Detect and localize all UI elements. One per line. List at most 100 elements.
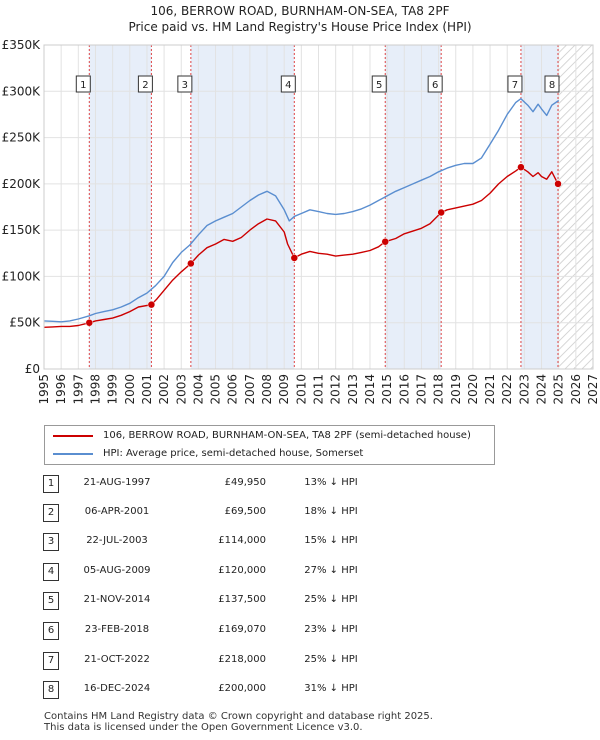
sale-marker-number: 6 [432,80,438,91]
sale-number: 6 [43,622,59,640]
sale-hpi-diff: 13% ↓ HPI [304,477,358,488]
sale-hpi-diff: 15% ↓ HPI [304,535,358,546]
sale-hpi-diff: 18% ↓ HPI [304,506,358,517]
x-tick-label: 2018 [432,374,446,405]
x-tick-label: 2007 [243,374,257,405]
x-tick-label: 2027 [586,374,600,405]
x-tick-label: 2014 [363,374,377,405]
sale-hpi-diff: 23% ↓ HPI [304,624,358,635]
sale-number: 7 [43,652,59,670]
y-tick-label: £200K [2,177,42,191]
price-chart: 1 2 3 4 5 6 7 8 £0 £50K £100K £150K £200K £250K £300K… [2,38,600,405]
x-tick-label: 2020 [466,374,480,405]
sale-price: £114,000 [218,535,266,546]
legend-swatch-hpi [53,453,93,455]
y-tick-label: £250K [2,131,42,145]
x-tick-label: 2010 [294,374,308,405]
sale-date: 21-NOV-2014 [83,594,151,605]
x-tick-label: 2022 [500,374,514,405]
x-tick-label: 1997 [71,374,85,405]
ownership-span [385,45,442,369]
sale-point [147,300,156,309]
x-tick-label: 2024 [535,374,549,405]
x-tick-label: 2017 [414,374,428,405]
sale-price: £49,950 [224,477,266,488]
ownership-span [520,45,559,369]
sale-marker-number: 7 [512,80,518,91]
sale-date: 23-FEB-2018 [84,624,150,635]
table-row: 5 21-NOV-2014 £137,500 25% ↓ HPI [0,590,600,612]
sale-point [290,254,299,262]
sale-marker-box [371,75,387,93]
sale-marker-number: 5 [376,80,382,91]
plot-frame [43,44,594,370]
x-tick-label: 2004 [191,374,205,405]
y-tick-label: £100K [2,269,42,283]
sale-marker-box [544,75,560,93]
property-price-line [43,166,559,328]
chart-subtitle: Price paid vs. HM Land Registry's House … [128,20,472,34]
sale-point [187,259,195,268]
chart-title: 106, BERROW ROAD, BURNHAM-ON-SEA, TA8 2P… [150,4,450,18]
sale-point [554,180,562,188]
sale-number: 3 [43,533,59,551]
sale-date: 05-AUG-2009 [83,565,151,576]
x-tick-label: 2023 [517,374,531,405]
sale-number: 8 [43,681,59,699]
x-tick-label: 2019 [449,374,463,405]
x-tick-label: 1998 [88,374,102,405]
sale-price: £169,070 [218,624,266,635]
x-tick-label: 2016 [397,374,411,405]
x-tick-label: 2002 [157,374,171,405]
sale-number: 4 [43,563,59,581]
sale-marker-box [280,75,296,93]
sale-hpi-diff: 25% ↓ HPI [304,654,358,665]
table-row: 3 22-JUL-2003 £114,000 15% ↓ HPI [0,531,600,553]
x-tick-label: 2003 [174,374,188,405]
x-tick-label: 2013 [346,374,360,405]
sale-date: 21-AUG-1997 [83,477,151,488]
x-tick-label: 2000 [123,374,137,405]
x-tick-label: 2011 [312,374,326,405]
x-tick-label: 1996 [54,374,68,405]
x-tick-label: 2008 [260,374,274,405]
x-tick-label: 1995 [37,374,51,405]
sale-marker-box [507,75,523,93]
ownership-span [190,45,295,369]
sale-marker-number: 4 [285,80,291,91]
sale-hpi-diff: 31% ↓ HPI [304,683,358,694]
x-tick-label: 2001 [140,374,154,405]
footer-licence: This data is licensed under the Open Gov… [44,722,363,733]
x-tick-label: 2015 [380,374,394,405]
sale-marker-number: 8 [549,80,555,91]
footer-copyright: Contains HM Land Registry data © Crown c… [44,711,433,722]
table-row: 8 16-DEC-2024 £200,000 31% ↓ HPI [0,679,600,701]
sale-date: 16-DEC-2024 [83,683,151,694]
x-tick-label: 2009 [277,374,291,405]
legend-swatch-property [53,435,93,437]
x-tick-label: 2026 [569,374,583,405]
sale-price: £218,000 [218,654,266,665]
sale-price: £120,000 [218,565,266,576]
sale-date: 21-OCT-2022 [84,654,150,665]
y-tick-label: £0 [25,362,40,376]
legend-label-hpi: HPI: Average price, semi-detached house,… [103,448,364,459]
sale-hpi-diff: 27% ↓ HPI [304,565,358,576]
x-tick-label: 2025 [552,374,566,405]
sale-number: 2 [43,504,59,522]
sale-number: 1 [43,475,59,493]
legend: 106, BERROW ROAD, BURNHAM-ON-SEA, TA8 2P… [44,425,495,465]
sale-number: 5 [43,592,59,610]
sale-marker-box [75,75,91,93]
x-tick-label: 2005 [209,374,223,405]
sale-point [381,237,389,246]
sale-hpi-diff: 25% ↓ HPI [304,594,358,605]
chart-title-block: 106, BERROW ROAD, BURNHAM-ON-SEA, TA8 2P… [0,3,600,35]
sale-price: £137,500 [218,594,266,605]
sale-marker-number: 1 [80,80,86,91]
table-row: 1 21-AUG-1997 £49,950 13% ↓ HPI [0,473,600,495]
x-tick-label: 1999 [106,374,120,405]
hpi-line [43,98,560,323]
y-tick-label: £50K [9,316,41,330]
sale-point [437,208,445,217]
